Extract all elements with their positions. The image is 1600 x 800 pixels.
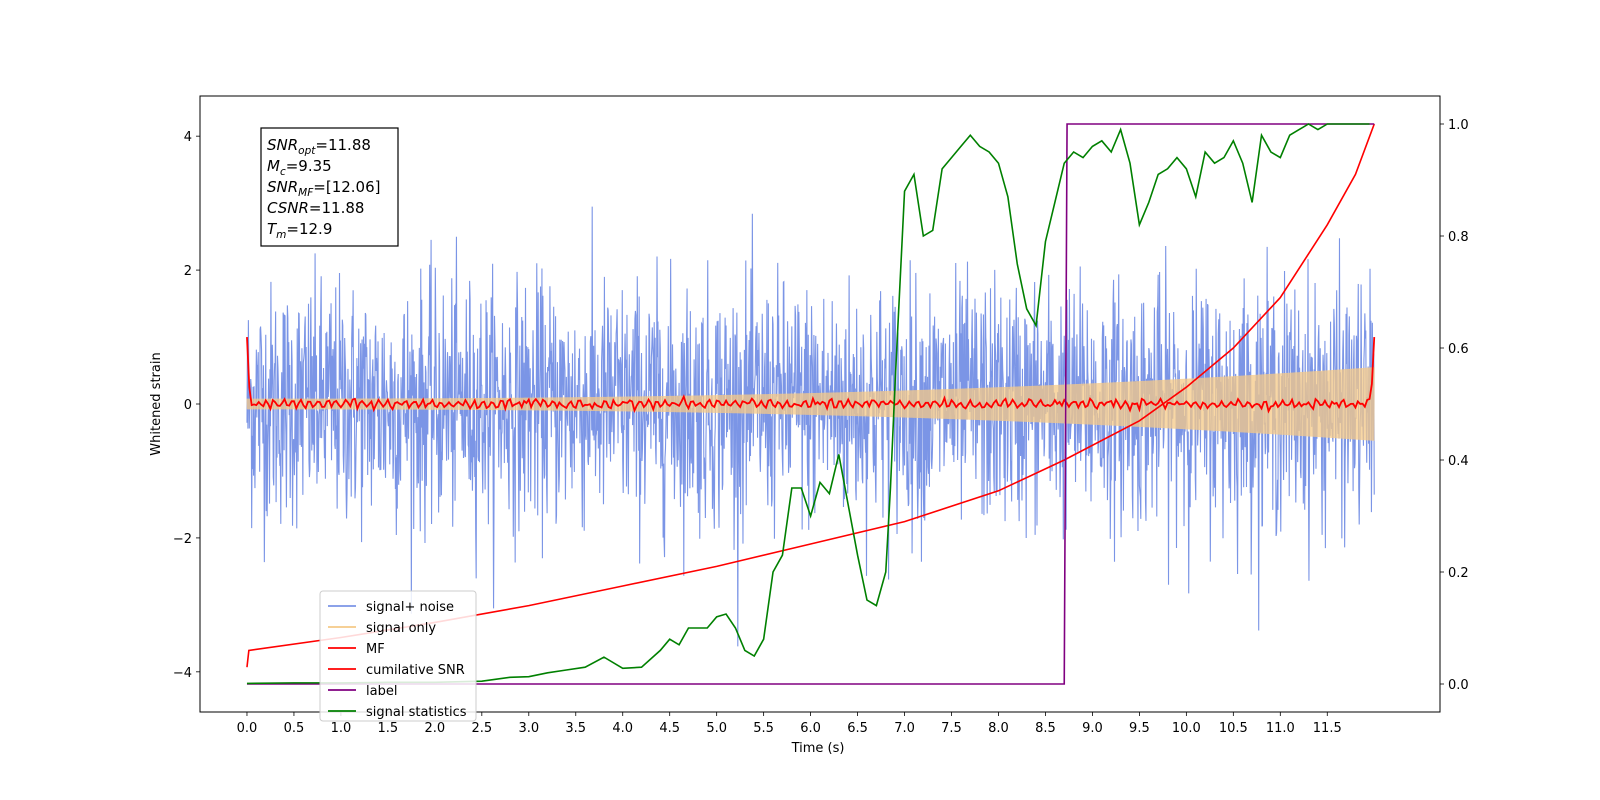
info-box-frame [260,127,399,247]
x-tick-label: 9.0 [1082,721,1103,736]
y-axis-right: 0.0 0.2 0.4 0.6 0.8 1.0 [1440,118,1469,693]
legend-label-signal-only: signal only [366,621,436,636]
y-axis-label: Whitened strain [149,352,164,455]
x-tick-label: 11.0 [1266,721,1295,736]
x-tick-label: 11.5 [1313,721,1342,736]
mf-line [246,336,1376,414]
y-right-tick-label: 0.0 [1448,678,1469,693]
legend-label-signal-noise: signal+ noise [366,600,454,615]
x-tick-label: 6.0 [800,721,821,736]
x-tick-label: 2.5 [471,721,492,736]
x-tick-label: 2.0 [425,721,446,736]
y-left-tick-label: −4 [173,666,192,681]
x-tick-label: 0.5 [284,721,305,736]
signal-statistics-line [246,123,1370,685]
y-left-tick-label: 2 [184,264,192,279]
x-axis: 0.0 0.5 1.0 1.5 2.0 2.5 3.0 3.5 4.0 4.5 5.0 5.5 6.0 6… [237,712,1342,736]
info-line: Tm=12.9 [267,220,332,241]
info-line: SNRopt=11.88 [267,136,371,157]
info-line: SNRMF=[12.06] [267,178,381,199]
y-left-tick-label: −2 [173,532,192,547]
legend-frame [319,590,477,722]
y-right-tick-label: 0.8 [1448,230,1469,245]
x-tick-label: 4.5 [659,721,680,736]
y-left-tick-label: 0 [184,398,192,413]
legend-label-signal-statistics: signal statistics [366,705,467,720]
y-right-tick-label: 0.2 [1448,566,1469,581]
x-tick-label: 8.0 [988,721,1009,736]
x-tick-label: 3.0 [518,721,539,736]
info-line: Mc=9.35 [267,157,332,178]
x-tick-label: 9.5 [1129,721,1150,736]
x-tick-label: 4.0 [612,721,633,736]
x-tick-label: 10.5 [1219,721,1248,736]
legend: signal+ noise signal only MF cumilative SNR… [319,590,477,722]
x-tick-label: 6.5 [847,721,868,736]
x-tick-label: 7.0 [894,721,915,736]
info-line: CSNR=11.88 [267,199,364,217]
legend-label-mf: MF [366,642,385,657]
signal-only-line [246,367,1375,441]
x-axis-label: Time (s) [791,741,845,756]
label-line [246,123,1375,685]
y-axis-left: −4 −2 0 2 4 [173,130,200,681]
legend-label-label: label [366,684,397,699]
mf-series [246,336,1376,414]
x-tick-label: 1.0 [331,721,352,736]
y-right-tick-label: 0.6 [1448,342,1469,357]
x-tick-label: 5.0 [706,721,727,736]
legend-label-cumilative-snr: cumilative SNR [366,663,465,678]
x-tick-label: 7.5 [941,721,962,736]
x-tick-label: 5.5 [753,721,774,736]
x-tick-label: 3.5 [565,721,586,736]
x-tick-label: 1.5 [378,721,399,736]
x-tick-label: 8.5 [1035,721,1056,736]
y-right-tick-label: 1.0 [1448,118,1469,133]
y-left-tick-label: 4 [184,130,192,145]
y-right-tick-label: 0.4 [1448,454,1469,469]
x-tick-label: 10.0 [1172,721,1201,736]
x-tick-label: 0.0 [237,721,258,736]
info-box: SNRopt=11.88Mc=9.35SNRMF=[12.06]CSNR=11.… [260,127,399,247]
signal-only-series [246,367,1375,441]
